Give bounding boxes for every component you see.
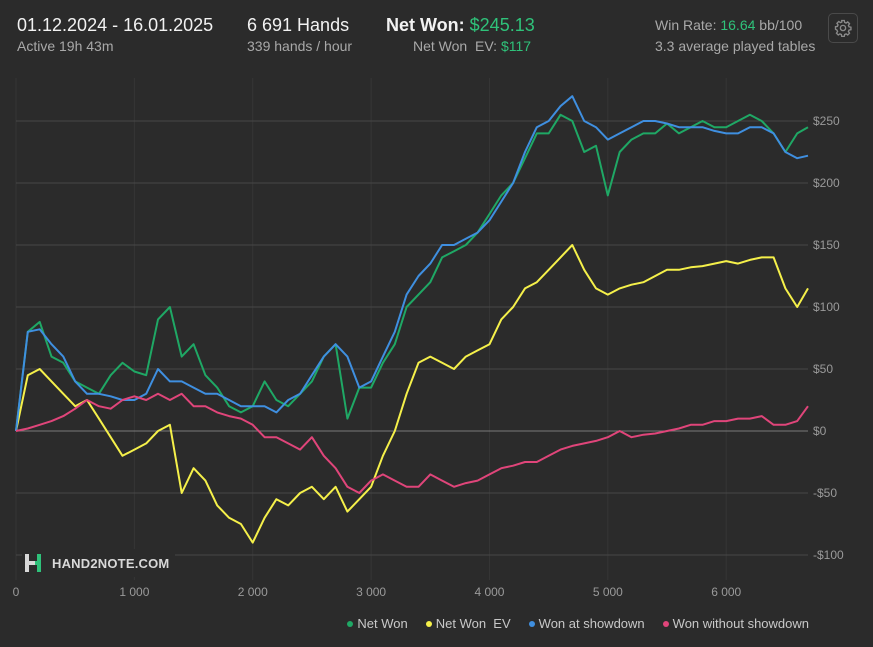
y-tick-label: -$100 <box>813 548 844 562</box>
settings-button[interactable] <box>828 13 858 43</box>
x-tick-label: 6 000 <box>711 585 741 599</box>
date-range: 01.12.2024 - 16.01.2025 <box>17 15 214 35</box>
net-won-ev-label: Net Won EV: <box>413 38 501 54</box>
legend-label-no-showdown: Won without showdown <box>672 616 809 631</box>
win-rate-value: 16.64 <box>720 17 756 33</box>
y-tick-label: $250 <box>813 114 840 128</box>
active-time: Active 19h 43m <box>17 38 114 54</box>
x-tick-label: 3 000 <box>356 585 386 599</box>
chart-header: 01.12.2024 - 16.01.2025 Active 19h 43m 6… <box>0 0 873 70</box>
avg-tables: 3.3 average played tables <box>655 38 816 54</box>
gear-icon <box>834 19 852 37</box>
legend-label-net-won: Net Won <box>357 616 408 631</box>
legend-showdown[interactable]: Won at showdown <box>528 616 645 631</box>
x-tick-label: 1 000 <box>119 585 149 599</box>
legend: Net Won Net Won EV Won at showdown Won w… <box>347 616 809 631</box>
series-net-won <box>15 113 809 432</box>
win-rate-label: Win Rate: <box>655 17 721 33</box>
x-tick-label: 2 000 <box>238 585 268 599</box>
watermark: HAND2NOTE.COM <box>22 549 176 577</box>
win-rate-unit: bb/100 <box>755 17 803 33</box>
legend-net-won-ev[interactable]: Net Won EV <box>425 616 511 631</box>
legend-dot-no-showdown <box>662 620 669 627</box>
x-tick-label: 0 <box>13 585 20 599</box>
y-tick-label: $200 <box>813 176 840 190</box>
legend-dot-showdown <box>528 620 535 627</box>
axis-labels: 0 1 000 2 000 3 000 4 000 5 000 6 000 -$100 -$50… <box>13 114 844 599</box>
series-net-won-ev <box>15 244 809 544</box>
net-won-summary: Net Won: $245.13 <box>386 15 535 36</box>
legend-dot-net-won-ev <box>425 620 432 627</box>
legend-label-net-won-ev: Net Won EV <box>435 616 511 631</box>
x-tick-label: 5 000 <box>593 585 623 599</box>
hands-per-hour: 339 hands / hour <box>247 38 353 54</box>
win-rate: Win Rate: 16.64 bb/100 <box>655 17 802 33</box>
legend-dot-net-won <box>347 620 354 627</box>
series-won-without-showdown <box>15 392 809 494</box>
legend-net-won[interactable]: Net Won <box>347 616 408 631</box>
legend-no-showdown[interactable]: Won without showdown <box>662 616 809 631</box>
y-tick-label: $100 <box>813 300 840 314</box>
y-tick-label: $0 <box>813 424 827 438</box>
hands-count: 6 691 Hands <box>247 15 350 35</box>
net-won-label: Net Won: <box>386 15 470 35</box>
net-won-ev-value: $117 <box>500 38 532 54</box>
net-won-value: $245.13 <box>469 15 535 35</box>
series-lines <box>15 95 809 544</box>
grid <box>15 78 808 580</box>
legend-label-showdown: Won at showdown <box>538 616 645 631</box>
net-won-ev-summary: Net Won EV: $117 <box>413 38 531 54</box>
y-tick-label: $50 <box>813 362 833 376</box>
y-tick-label: -$50 <box>813 486 837 500</box>
series-won-at-showdown <box>15 95 809 432</box>
x-tick-label: 4 000 <box>474 585 504 599</box>
watermark-text: HAND2NOTE.COM <box>52 555 170 571</box>
y-tick-label: $150 <box>813 238 840 252</box>
hand2note-logo <box>25 554 41 572</box>
